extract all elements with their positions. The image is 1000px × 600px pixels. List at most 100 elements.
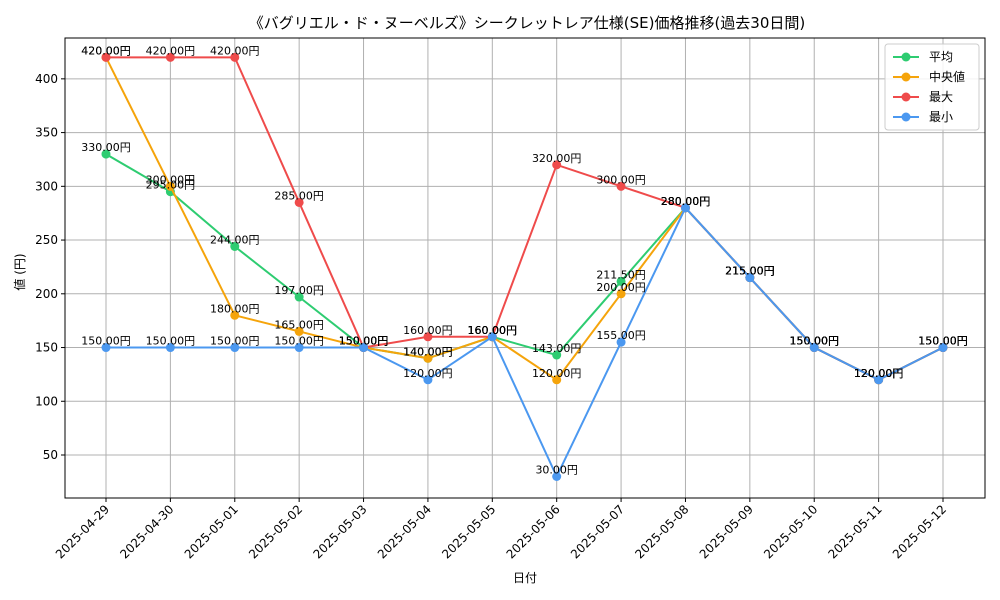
- y-tick-label: 150: [35, 341, 58, 355]
- data-point: [809, 343, 819, 353]
- chart-title: 《バグリエル・ド・ヌーベルズ》シークレットレア仕様(SE)価格推移(過去30日間…: [249, 14, 806, 32]
- data-point: [230, 343, 240, 353]
- data-label: 420.00円: [81, 44, 131, 57]
- data-label: 160.00円: [468, 324, 518, 337]
- y-tick-label: 300: [35, 179, 58, 193]
- data-point: [616, 276, 626, 286]
- data-point: [552, 472, 562, 482]
- data-label: 150.00円: [918, 335, 968, 348]
- legend-swatch-marker: [901, 92, 911, 102]
- grid: [65, 38, 985, 498]
- data-label: 160.00円: [468, 324, 518, 337]
- data-point: [165, 343, 175, 353]
- data-label: 150.00円: [789, 335, 839, 348]
- data-label: 244.00円: [210, 234, 260, 247]
- data-label: 150.00円: [789, 335, 839, 348]
- data-label: 300.00円: [146, 173, 196, 186]
- y-tick-label: 400: [35, 72, 58, 86]
- x-axis-label: 日付: [513, 571, 537, 585]
- data-point: [230, 52, 240, 62]
- data-point: [874, 375, 884, 385]
- data-point: [552, 160, 562, 170]
- data-label: 30.00円: [535, 464, 578, 477]
- data-label: 420.00円: [81, 44, 131, 57]
- data-label: 211.50円: [596, 268, 646, 281]
- series-3: [101, 203, 948, 482]
- data-point: [101, 149, 111, 159]
- legend-swatch-marker: [901, 112, 911, 122]
- data-label: 150.00円: [339, 335, 389, 348]
- data-label: 180.00円: [210, 302, 260, 315]
- data-label: 280.00円: [661, 195, 711, 208]
- data-label: 200.00円: [596, 281, 646, 294]
- y-tick-label: 350: [35, 126, 58, 140]
- data-label: 140.00円: [403, 345, 453, 358]
- data-label: 150.00円: [339, 335, 389, 348]
- data-label: 120.00円: [854, 367, 904, 380]
- data-point: [165, 181, 175, 191]
- legend-item: 中央値: [893, 69, 965, 84]
- data-point: [487, 332, 497, 342]
- legend-item: 最大: [893, 90, 953, 104]
- data-point: [938, 343, 948, 353]
- y-tick-label: 250: [35, 233, 58, 247]
- data-label: 150.00円: [146, 335, 196, 348]
- data-point: [294, 326, 304, 336]
- data-point: [423, 375, 433, 385]
- data-label: 150.00円: [918, 335, 968, 348]
- series-line: [106, 206, 944, 479]
- legend-label: 最大: [929, 90, 953, 104]
- data-label: 120.00円: [532, 367, 582, 380]
- data-label: 150.00円: [274, 335, 324, 348]
- data-label: 280.00円: [661, 195, 711, 208]
- data-point: [423, 332, 433, 342]
- data-label: 150.00円: [339, 335, 389, 348]
- plot-frame: [64, 37, 986, 499]
- data-label: 150.00円: [918, 335, 968, 348]
- data-label: 140.00円: [403, 345, 453, 358]
- data-point: [165, 52, 175, 62]
- data-label: 197.00円: [274, 284, 324, 297]
- y-axis-label: 値 (円): [12, 253, 27, 290]
- data-point: [101, 343, 111, 353]
- legend-swatch-marker: [901, 72, 911, 82]
- data-label: 160.00円: [403, 324, 453, 337]
- data-point: [230, 242, 240, 252]
- data-point: [680, 203, 690, 213]
- data-label: 320.00円: [532, 152, 582, 165]
- data-label: 280.00円: [661, 195, 711, 208]
- data-labels-layer: 330.00円 295.00円 244.00円 197.00円 150.00円 140.0…: [81, 44, 968, 476]
- data-label: 120.00円: [854, 367, 904, 380]
- data-label: 143.00円: [532, 342, 582, 355]
- data-label: 150.00円: [339, 335, 389, 348]
- y-tick-label: 100: [35, 394, 58, 408]
- data-point: [423, 353, 433, 363]
- data-label: 155.00円: [596, 329, 646, 342]
- data-point: [294, 292, 304, 302]
- data-point: [101, 52, 111, 62]
- data-label: 300.00円: [596, 173, 646, 186]
- data-label: 150.00円: [918, 335, 968, 348]
- legend-label: 平均: [929, 50, 953, 64]
- data-label: 330.00円: [81, 141, 131, 154]
- data-label: 120.00円: [854, 367, 904, 380]
- series-layer: [101, 52, 948, 482]
- data-point: [616, 337, 626, 347]
- data-label: 120.00円: [403, 367, 453, 380]
- data-label: 420.00円: [210, 44, 260, 57]
- data-label: 215.00円: [725, 265, 775, 278]
- legend-item: 平均: [893, 50, 953, 64]
- data-label: 150.00円: [210, 335, 260, 348]
- y-tick-label: 200: [35, 287, 58, 301]
- data-point: [552, 375, 562, 385]
- legend-label: 中央値: [929, 69, 965, 84]
- data-label: 120.00円: [854, 367, 904, 380]
- y-axis-ticks: 50 100 150 200 250 300 350 400: [35, 72, 65, 462]
- legend-box: [884, 43, 980, 131]
- data-label: 150.00円: [789, 335, 839, 348]
- data-label: 280.00円: [661, 195, 711, 208]
- data-point: [294, 197, 304, 207]
- data-label: 150.00円: [81, 335, 131, 348]
- data-point: [294, 343, 304, 353]
